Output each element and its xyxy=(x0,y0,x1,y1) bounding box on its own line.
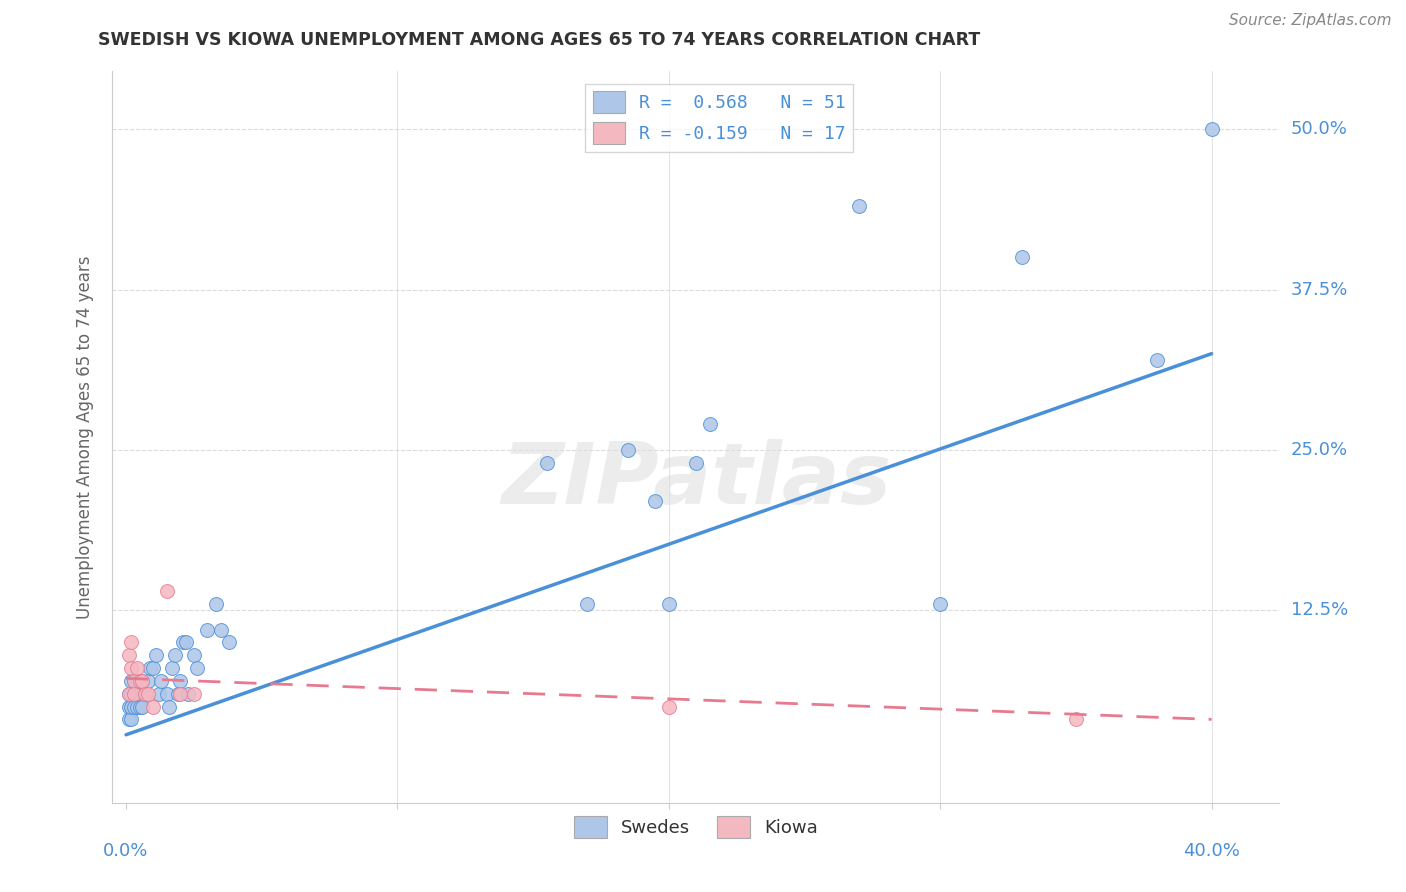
Point xyxy=(218,635,240,649)
Point xyxy=(145,648,167,663)
Point xyxy=(169,687,191,701)
Point xyxy=(128,699,150,714)
Point xyxy=(125,661,148,675)
Point xyxy=(685,456,707,470)
Point xyxy=(177,687,200,701)
Point xyxy=(136,687,159,701)
Point xyxy=(125,699,148,714)
Point xyxy=(118,687,141,701)
Point xyxy=(1011,251,1033,265)
Point xyxy=(658,597,681,611)
Point xyxy=(121,673,143,688)
Point xyxy=(118,687,141,701)
Point xyxy=(118,699,141,714)
Point xyxy=(644,494,666,508)
Legend: Swedes, Kiowa: Swedes, Kiowa xyxy=(567,808,825,845)
Point xyxy=(142,661,165,675)
Text: 50.0%: 50.0% xyxy=(1291,120,1347,138)
Point xyxy=(174,635,197,649)
Point xyxy=(536,456,558,470)
Point xyxy=(1064,712,1087,726)
Text: 0.0%: 0.0% xyxy=(104,842,149,860)
Point xyxy=(118,648,141,663)
Point xyxy=(183,648,205,663)
Point xyxy=(156,584,179,599)
Point xyxy=(134,687,156,701)
Point xyxy=(1146,353,1168,368)
Point xyxy=(148,687,170,701)
Point xyxy=(159,699,181,714)
Point xyxy=(204,597,226,611)
Text: 12.5%: 12.5% xyxy=(1291,601,1348,619)
Point xyxy=(122,687,145,701)
Point xyxy=(142,699,165,714)
Point xyxy=(150,673,173,688)
Point xyxy=(128,673,150,688)
Point xyxy=(134,687,156,701)
Y-axis label: Unemployment Among Ages 65 to 74 years: Unemployment Among Ages 65 to 74 years xyxy=(76,255,94,619)
Point xyxy=(122,699,145,714)
Point xyxy=(121,635,143,649)
Point xyxy=(122,673,145,688)
Point xyxy=(848,199,870,213)
Text: 37.5%: 37.5% xyxy=(1291,280,1348,299)
Point xyxy=(121,699,143,714)
Point xyxy=(139,661,162,675)
Point xyxy=(125,673,148,688)
Point xyxy=(125,687,148,701)
Point xyxy=(160,661,183,675)
Point xyxy=(172,635,194,649)
Point xyxy=(128,687,150,701)
Point xyxy=(121,687,143,701)
Point xyxy=(121,712,143,726)
Point xyxy=(131,673,153,688)
Point xyxy=(118,712,141,726)
Point xyxy=(122,673,145,688)
Point xyxy=(121,661,143,675)
Point xyxy=(131,699,153,714)
Point xyxy=(576,597,599,611)
Point xyxy=(122,687,145,701)
Point xyxy=(156,687,179,701)
Text: SWEDISH VS KIOWA UNEMPLOYMENT AMONG AGES 65 TO 74 YEARS CORRELATION CHART: SWEDISH VS KIOWA UNEMPLOYMENT AMONG AGES… xyxy=(98,31,980,49)
Point xyxy=(183,687,205,701)
Point xyxy=(166,687,188,701)
Text: 25.0%: 25.0% xyxy=(1291,441,1348,458)
Text: Source: ZipAtlas.com: Source: ZipAtlas.com xyxy=(1229,13,1392,29)
Point xyxy=(136,673,159,688)
Point xyxy=(658,699,681,714)
Point xyxy=(169,673,191,688)
Point xyxy=(929,597,952,611)
Point xyxy=(699,417,721,432)
Point xyxy=(617,442,640,457)
Text: 40.0%: 40.0% xyxy=(1184,842,1240,860)
Point xyxy=(209,623,232,637)
Point xyxy=(186,661,208,675)
Text: ZIPatlas: ZIPatlas xyxy=(501,440,891,523)
Point xyxy=(197,623,219,637)
Point xyxy=(1201,122,1223,136)
Point xyxy=(131,673,153,688)
Point xyxy=(163,648,186,663)
